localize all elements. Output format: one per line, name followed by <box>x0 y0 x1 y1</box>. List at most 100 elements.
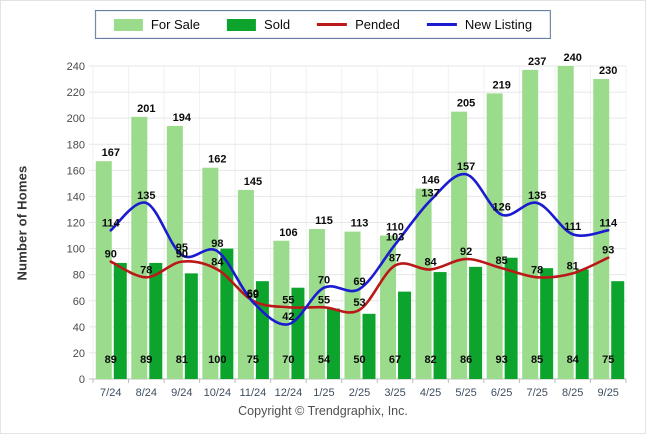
for-sale-bar <box>557 66 574 379</box>
x-axis-label: 9/24 <box>171 387 192 399</box>
sold-value-label: 100 <box>208 354 226 366</box>
for-sale-value-label: 113 <box>351 218 369 230</box>
sold-value-label: 84 <box>567 354 580 366</box>
new-listing-value-label: 137 <box>421 187 439 199</box>
new-listing-value-label: 135 <box>137 190 155 202</box>
x-axis-label: 5/25 <box>455 387 476 399</box>
pended-value-label: 60 <box>247 288 259 300</box>
pended-value-label: 85 <box>496 255 508 267</box>
pended-value-label: 92 <box>460 246 472 258</box>
sold-value-label: 89 <box>140 354 152 366</box>
legend-item-for-sale: For Sale <box>113 17 201 32</box>
pended-value-label: 84 <box>211 256 224 268</box>
pended-value-label: 78 <box>140 264 152 276</box>
for-sale-value-label: 201 <box>137 103 155 115</box>
x-axis-label: 12/24 <box>275 387 303 399</box>
y-tick-label: 80 <box>73 270 85 282</box>
for-sale-bar <box>131 116 148 380</box>
for-sale-bar <box>451 111 468 379</box>
sold-bar <box>469 266 483 379</box>
y-tick-label: 20 <box>73 348 85 360</box>
new-listing-value-label: 135 <box>528 190 546 202</box>
pended-value-label: 90 <box>176 249 188 261</box>
x-axis-label: 8/25 <box>562 387 583 399</box>
sold-value-label: 81 <box>176 354 188 366</box>
x-axis-label: 11/24 <box>240 387 267 399</box>
sold-bar <box>291 287 305 379</box>
sold-bar <box>113 262 127 379</box>
new-listing-line <box>109 172 610 326</box>
legend-label-sold: Sold <box>264 17 291 32</box>
x-axis-label: 4/25 <box>420 387 441 399</box>
y-tick-label: 220 <box>67 87 85 99</box>
sold-value-label: 75 <box>247 354 259 366</box>
sold-value-label: 86 <box>460 354 472 366</box>
new-listing-value-label: 59 <box>247 289 259 301</box>
y-tick-label: 160 <box>67 165 85 177</box>
new-listing-value-label: 114 <box>599 217 618 229</box>
x-axis-label: 8/24 <box>136 387 157 399</box>
sold-bar <box>149 262 163 379</box>
new-listing-value-label: 69 <box>353 276 365 288</box>
y-tick-label: 200 <box>67 113 85 125</box>
pended-value-label: 78 <box>531 264 543 276</box>
sold-bar <box>433 272 447 379</box>
legend-label-for-sale: For Sale <box>150 17 201 32</box>
sold-value-label: 50 <box>353 354 365 366</box>
for-sale-bar <box>166 125 183 379</box>
sold-bar <box>362 313 376 379</box>
sold-value-label: 70 <box>282 354 294 366</box>
sold-bar <box>575 269 589 379</box>
for-sale-bar <box>380 235 397 379</box>
x-axis-label: 2/25 <box>349 387 370 399</box>
new-listing-value-label: 157 <box>457 161 475 173</box>
for-sale-bar <box>273 240 290 379</box>
sold-value-label: 54 <box>318 354 331 366</box>
x-axis-label: 9/25 <box>598 387 619 399</box>
sold-bar <box>398 291 412 379</box>
new-listing-value-label: 103 <box>386 232 404 244</box>
sold-value-label: 75 <box>602 354 614 366</box>
for-sale-value-label: 145 <box>244 176 262 188</box>
pended-value-label: 93 <box>602 245 614 257</box>
for-sale-value-label: 205 <box>457 98 475 110</box>
pended-value-label: 55 <box>282 294 294 306</box>
for-sale-value-label: 219 <box>492 79 510 91</box>
new-listing-value-label: 70 <box>318 275 330 287</box>
for-sale-value-label: 240 <box>564 52 582 64</box>
new-listing-value-label: 42 <box>282 311 294 323</box>
for-sale-bar <box>593 79 610 380</box>
y-tick-label: 60 <box>73 296 85 308</box>
sold-bar <box>504 257 518 379</box>
for-sale-value-label: 146 <box>421 175 439 187</box>
pended-value-label: 84 <box>424 256 437 268</box>
new-listing-value-label: 95 <box>176 242 188 254</box>
for-sale-bar <box>308 229 325 379</box>
legend: For Sale Sold Pended New Listing <box>94 10 552 39</box>
sold-value-label: 93 <box>496 354 508 366</box>
for-sale-bar <box>344 231 361 379</box>
legend-item-pended: Pended <box>317 17 400 32</box>
for-sale-value-label: 167 <box>102 147 120 159</box>
for-sale-bar <box>415 188 432 379</box>
pended-value-label: 53 <box>353 297 365 309</box>
sold-bar <box>326 308 340 379</box>
x-axis-label: 10/24 <box>204 387 232 399</box>
sold-bar <box>540 268 554 379</box>
for-sale-value-label: 194 <box>173 112 192 124</box>
sold-value-label: 85 <box>531 354 543 366</box>
copyright-text: Copyright © Trendgraphix, Inc. <box>238 404 408 418</box>
new-listing-value-label: 111 <box>564 221 581 233</box>
for-sale-value-label: 162 <box>208 154 226 166</box>
x-axis-label: 1/25 <box>313 387 334 399</box>
x-axis-label: 3/25 <box>384 387 405 399</box>
sold-value-label: 67 <box>389 354 401 366</box>
legend-item-new-listing: New Listing <box>426 17 532 32</box>
y-tick-label: 100 <box>67 244 85 256</box>
for-sale-bar <box>486 93 503 379</box>
x-axis-label: 7/24 <box>100 387 121 399</box>
new-listing-swatch <box>426 23 457 26</box>
legend-item-sold: Sold <box>227 17 290 32</box>
